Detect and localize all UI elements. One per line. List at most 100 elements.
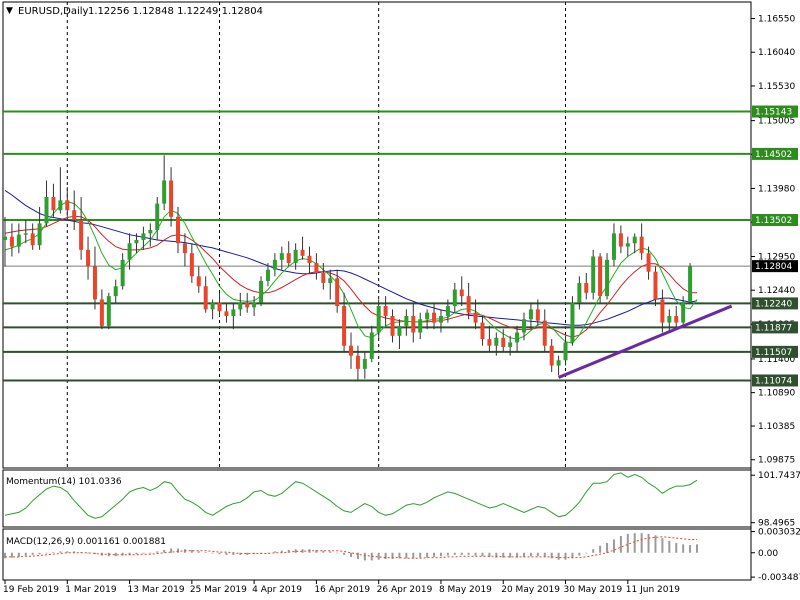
candle[interactable] [605, 253, 610, 300]
candle[interactable] [307, 246, 312, 274]
candle[interactable] [51, 183, 56, 217]
candle[interactable] [480, 315, 485, 346]
candle[interactable] [383, 296, 388, 326]
candle[interactable] [459, 276, 464, 307]
candle[interactable] [355, 345, 360, 381]
candle[interactable] [349, 332, 353, 369]
candle[interactable] [563, 335, 568, 366]
candle[interactable] [37, 206, 42, 250]
candle[interactable] [58, 167, 63, 214]
candle[interactable] [120, 253, 125, 290]
candle[interactable] [203, 276, 208, 313]
candle[interactable] [65, 187, 70, 217]
candle[interactable] [667, 309, 672, 333]
candle[interactable] [9, 223, 14, 257]
candle[interactable] [162, 155, 167, 211]
candle[interactable] [155, 196, 160, 240]
candle[interactable] [528, 302, 533, 330]
candle[interactable] [92, 246, 97, 310]
candle[interactable] [44, 180, 49, 227]
candle[interactable] [473, 299, 478, 330]
candle[interactable] [196, 266, 201, 293]
candle[interactable] [231, 302, 236, 330]
candle[interactable] [681, 296, 686, 326]
candle[interactable] [335, 269, 340, 313]
candle[interactable] [300, 236, 305, 260]
candle[interactable] [362, 352, 367, 379]
candle[interactable] [542, 309, 547, 353]
candle[interactable] [632, 233, 637, 254]
candle[interactable] [425, 309, 430, 330]
candle[interactable] [342, 292, 347, 353]
candle[interactable] [86, 236, 91, 280]
candle[interactable] [522, 312, 526, 341]
candle[interactable] [106, 292, 111, 330]
candle[interactable] [494, 332, 499, 356]
candle[interactable] [591, 249, 596, 300]
candle[interactable] [238, 292, 243, 316]
candle[interactable] [286, 241, 291, 267]
candle[interactable] [23, 220, 28, 244]
candle[interactable] [217, 292, 222, 316]
candle[interactable] [224, 302, 229, 323]
candle[interactable] [404, 309, 409, 336]
candle[interactable] [411, 302, 416, 343]
candle[interactable] [570, 296, 575, 346]
candle[interactable] [515, 325, 520, 353]
support-trendline[interactable] [558, 304, 733, 379]
candle[interactable] [598, 253, 603, 303]
candle[interactable] [272, 253, 277, 277]
price-chart-pane[interactable]: 1.165501.160401.155301.150051.144951.139… [2, 1, 798, 580]
candle[interactable] [452, 282, 457, 313]
candle[interactable] [113, 279, 118, 303]
candle[interactable] [625, 236, 630, 257]
candle[interactable] [16, 223, 21, 254]
candle[interactable] [660, 289, 665, 333]
candle[interactable] [487, 325, 492, 353]
candle[interactable] [189, 243, 194, 283]
candle[interactable] [438, 309, 443, 333]
momentum-pane[interactable]: 101.7437 98.4965 [2, 469, 800, 529]
candle[interactable] [72, 190, 77, 231]
candle[interactable] [390, 309, 395, 343]
candle[interactable] [369, 325, 374, 363]
candle[interactable] [148, 223, 153, 247]
candle[interactable] [418, 312, 423, 340]
candle[interactable] [279, 246, 284, 270]
candle[interactable] [611, 223, 616, 267]
candle[interactable] [584, 273, 589, 300]
candle[interactable] [314, 253, 319, 280]
candle[interactable] [432, 302, 437, 330]
candle[interactable] [182, 233, 187, 267]
candle[interactable] [508, 335, 513, 356]
candle[interactable] [141, 226, 146, 250]
candle[interactable] [466, 282, 471, 320]
candle[interactable] [674, 306, 679, 330]
candle[interactable] [3, 216, 7, 267]
candle[interactable] [549, 339, 554, 373]
candle[interactable] [99, 289, 104, 330]
candle[interactable] [176, 206, 180, 254]
candle[interactable] [376, 299, 381, 340]
candle[interactable] [245, 292, 250, 313]
candle[interactable] [556, 355, 561, 376]
macd-pane[interactable]: 0.003032 0.00 -0.003487 [2, 528, 800, 584]
candle[interactable] [134, 233, 139, 254]
candle[interactable] [265, 263, 270, 287]
candle[interactable] [646, 246, 651, 280]
candle[interactable] [445, 299, 450, 323]
candle[interactable] [169, 167, 174, 227]
candle[interactable] [79, 196, 84, 260]
candle[interactable] [688, 263, 693, 303]
candle[interactable] [397, 319, 402, 350]
candle[interactable] [653, 266, 658, 307]
candle[interactable] [639, 223, 644, 260]
candle[interactable] [127, 233, 132, 270]
candle[interactable] [577, 276, 582, 310]
candle[interactable] [30, 223, 35, 250]
candle[interactable] [535, 299, 540, 326]
candle[interactable] [321, 263, 326, 290]
dropdown-triangle-icon[interactable]: ▼ [6, 6, 13, 16]
candle[interactable] [328, 269, 333, 300]
